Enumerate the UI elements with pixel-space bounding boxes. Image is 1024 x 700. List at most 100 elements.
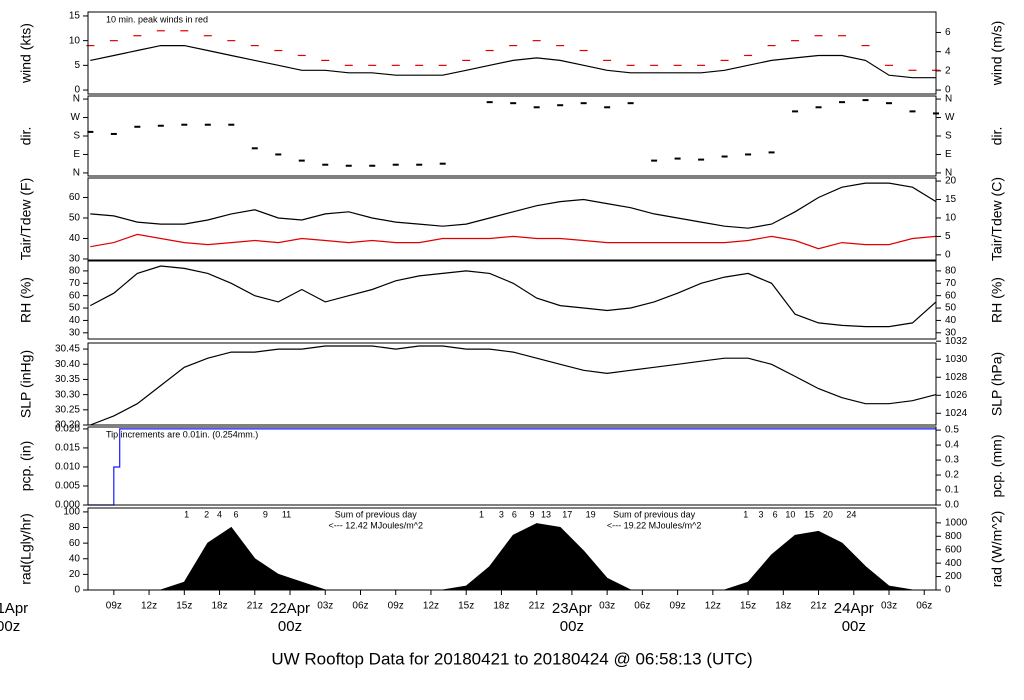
y2-tick-label: 0.1	[945, 485, 959, 496]
line	[90, 182, 937, 229]
hour-marker: 17	[562, 509, 572, 519]
y-axis-label: SLP (inHg)	[18, 350, 34, 418]
date-label: 21Apr	[0, 600, 28, 617]
y-tick-label: W	[71, 112, 81, 123]
x-tick-label: 21z	[247, 601, 263, 612]
x-tick-label: 09z	[670, 601, 686, 612]
y-tick-label: 0.000	[55, 500, 80, 511]
date-label: 23Apr	[552, 600, 592, 617]
hour-marker: 9	[529, 509, 534, 519]
note: Sum of previous day	[335, 509, 418, 519]
y-tick-label: 60	[69, 192, 81, 203]
x-tick-label: 06z	[634, 601, 650, 612]
y2-tick-label: 30	[945, 327, 957, 338]
y-tick-label: 10	[69, 35, 81, 46]
y-tick-label: 30.25	[55, 404, 80, 415]
y-tick-label: 0.020	[55, 424, 80, 435]
x-tick-label: 03z	[881, 601, 897, 612]
y2-tick-label: E	[945, 149, 952, 160]
y2-tick-label: 0.0	[945, 500, 959, 511]
x-tick-label: 03z	[317, 601, 333, 612]
y2-tick-label: 400	[945, 558, 962, 569]
panel-frame	[87, 95, 937, 177]
line	[90, 45, 936, 79]
y-tick-label: 60	[69, 538, 81, 549]
date-hour-label: 00z	[842, 618, 866, 635]
hour-marker: 6	[512, 509, 517, 519]
hour-marker: 1	[743, 509, 748, 519]
y2-tick-label: 60	[945, 290, 957, 301]
point	[604, 106, 611, 109]
x-tick-label: 06z	[916, 601, 932, 612]
date-hour-label: 00z	[0, 618, 20, 635]
note: Sum of previous day	[613, 509, 696, 519]
y2-tick-label: 1026	[945, 390, 968, 401]
point	[580, 102, 587, 105]
hour-marker: 20	[823, 509, 833, 519]
y-tick-label: 5	[74, 60, 80, 71]
point	[345, 164, 352, 167]
y2-tick-label: 1024	[945, 408, 968, 419]
x-tick-label: 15z	[458, 601, 474, 612]
point	[110, 132, 117, 135]
point	[486, 101, 493, 104]
panel-frame	[87, 342, 937, 426]
note: <--- 12.42 MJoules/m^2	[328, 520, 423, 530]
line	[90, 233, 937, 250]
y-tick-label: S	[73, 131, 80, 142]
y-tick-label: 30.45	[55, 344, 80, 355]
y2-tick-label: 1028	[945, 372, 968, 383]
y-tick-label: 40	[69, 233, 81, 244]
y2-tick-label: 70	[945, 278, 957, 289]
y2-tick-label: 20	[945, 176, 957, 187]
y-axis-label: rad(Lgly/hr)	[18, 513, 34, 585]
y-tick-label: 60	[69, 290, 81, 301]
point	[369, 164, 376, 167]
hour-marker: 9	[263, 509, 268, 519]
hour-marker: 6	[773, 509, 778, 519]
hour-marker: 4	[217, 509, 222, 519]
panel-frame	[87, 507, 937, 591]
hour-marker: 3	[499, 509, 504, 519]
y2-tick-label: 600	[945, 544, 962, 555]
point	[392, 163, 399, 166]
point	[627, 102, 634, 105]
point	[745, 153, 752, 156]
y2-axis-label: rad (W/m^2)	[989, 511, 1005, 588]
point	[721, 155, 728, 158]
x-tick-label: 18z	[211, 601, 227, 612]
x-tick-label: 18z	[493, 601, 509, 612]
date-label: 24Apr	[834, 600, 874, 617]
y-tick-label: 70	[69, 278, 81, 289]
y-tick-label: 40	[69, 315, 81, 326]
x-tick-label: 06z	[352, 601, 368, 612]
x-tick-label: 21z	[810, 601, 826, 612]
y2-tick-label: 4	[945, 46, 951, 57]
point	[674, 157, 681, 160]
y2-tick-label: 50	[945, 303, 957, 314]
y2-tick-label: 0.4	[945, 440, 959, 451]
hour-marker: 19	[586, 509, 596, 519]
point	[87, 130, 94, 133]
y2-tick-label: 15	[945, 194, 957, 205]
y2-axis-label: RH (%)	[989, 277, 1005, 323]
hour-marker: 1	[479, 509, 484, 519]
hour-marker: 11	[282, 509, 291, 519]
line	[90, 345, 937, 426]
annotation: Tip increments are 0.01in. (0.254mm.)	[106, 429, 258, 439]
y-tick-label: 40	[69, 553, 81, 564]
y-tick-label: 0	[74, 85, 80, 96]
x-tick-label: 12z	[423, 601, 439, 612]
y2-tick-label: S	[945, 131, 952, 142]
y2-tick-label: 0.3	[945, 455, 959, 466]
y2-tick-label: W	[945, 112, 955, 123]
point	[792, 110, 799, 113]
y2-axis-label: Tair/Tdew (C)	[989, 177, 1005, 261]
x-tick-label: 12z	[141, 601, 157, 612]
x-tick-label: 09z	[388, 601, 404, 612]
x-tick-label: 03z	[599, 601, 615, 612]
y2-tick-label: N	[945, 94, 952, 105]
y2-tick-label: 6	[945, 27, 951, 38]
hour-marker: 2	[204, 509, 209, 519]
y2-tick-label: 0.2	[945, 470, 959, 481]
